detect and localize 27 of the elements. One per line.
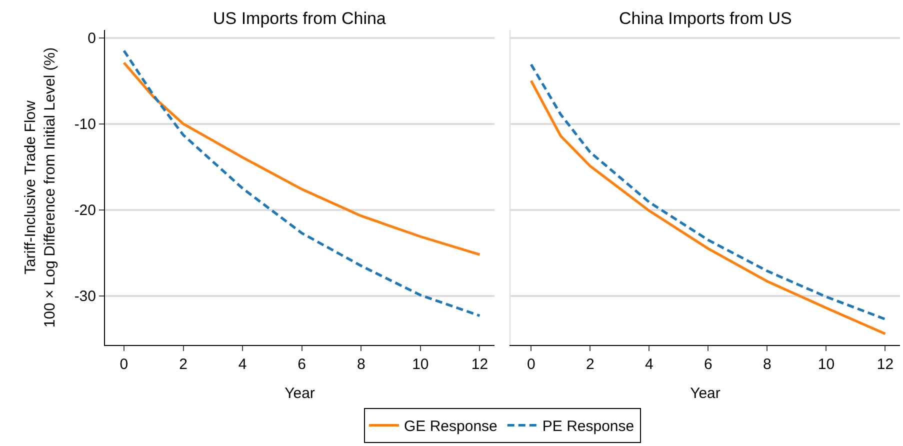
- x-tick-label: 6: [704, 356, 712, 373]
- line-series: [122, 49, 482, 318]
- chart-title: US Imports from China: [213, 9, 386, 28]
- x-tick-label: 4: [238, 356, 247, 373]
- y-tick-label: 0: [88, 30, 96, 47]
- x-tick-label: 4: [644, 356, 654, 373]
- line-series: [122, 61, 482, 256]
- x-tick-label: 8: [763, 356, 772, 373]
- y-tick-label: -10: [74, 116, 96, 134]
- x-tick-label: 8: [356, 356, 366, 373]
- x-tick-label: 0: [120, 356, 128, 373]
- x-tick-label: 0: [526, 356, 536, 373]
- x-tick-label: 2: [586, 356, 594, 373]
- legend-label: PE Response: [542, 418, 634, 436]
- x-axis-title: Year: [690, 385, 720, 402]
- x-tick-label: 10: [412, 356, 429, 373]
- x-tick-label: 12: [471, 356, 488, 373]
- legend-label: GE Response: [404, 418, 498, 436]
- chart-title: China Imports from US: [619, 9, 792, 28]
- x-tick-label: 2: [179, 356, 188, 373]
- y-axis-title: Tariff-Inclusive Trade Flow 100 × Log Difference from Initial Level (%): [22, 47, 59, 328]
- y-tick-label: -20: [74, 202, 96, 220]
- x-tick-label: 10: [818, 356, 835, 373]
- x-tick-label: 12: [876, 356, 894, 373]
- y-tick-label: -30: [74, 288, 96, 306]
- x-axis-title: Year: [284, 385, 315, 402]
- x-tick-label: 6: [298, 356, 306, 373]
